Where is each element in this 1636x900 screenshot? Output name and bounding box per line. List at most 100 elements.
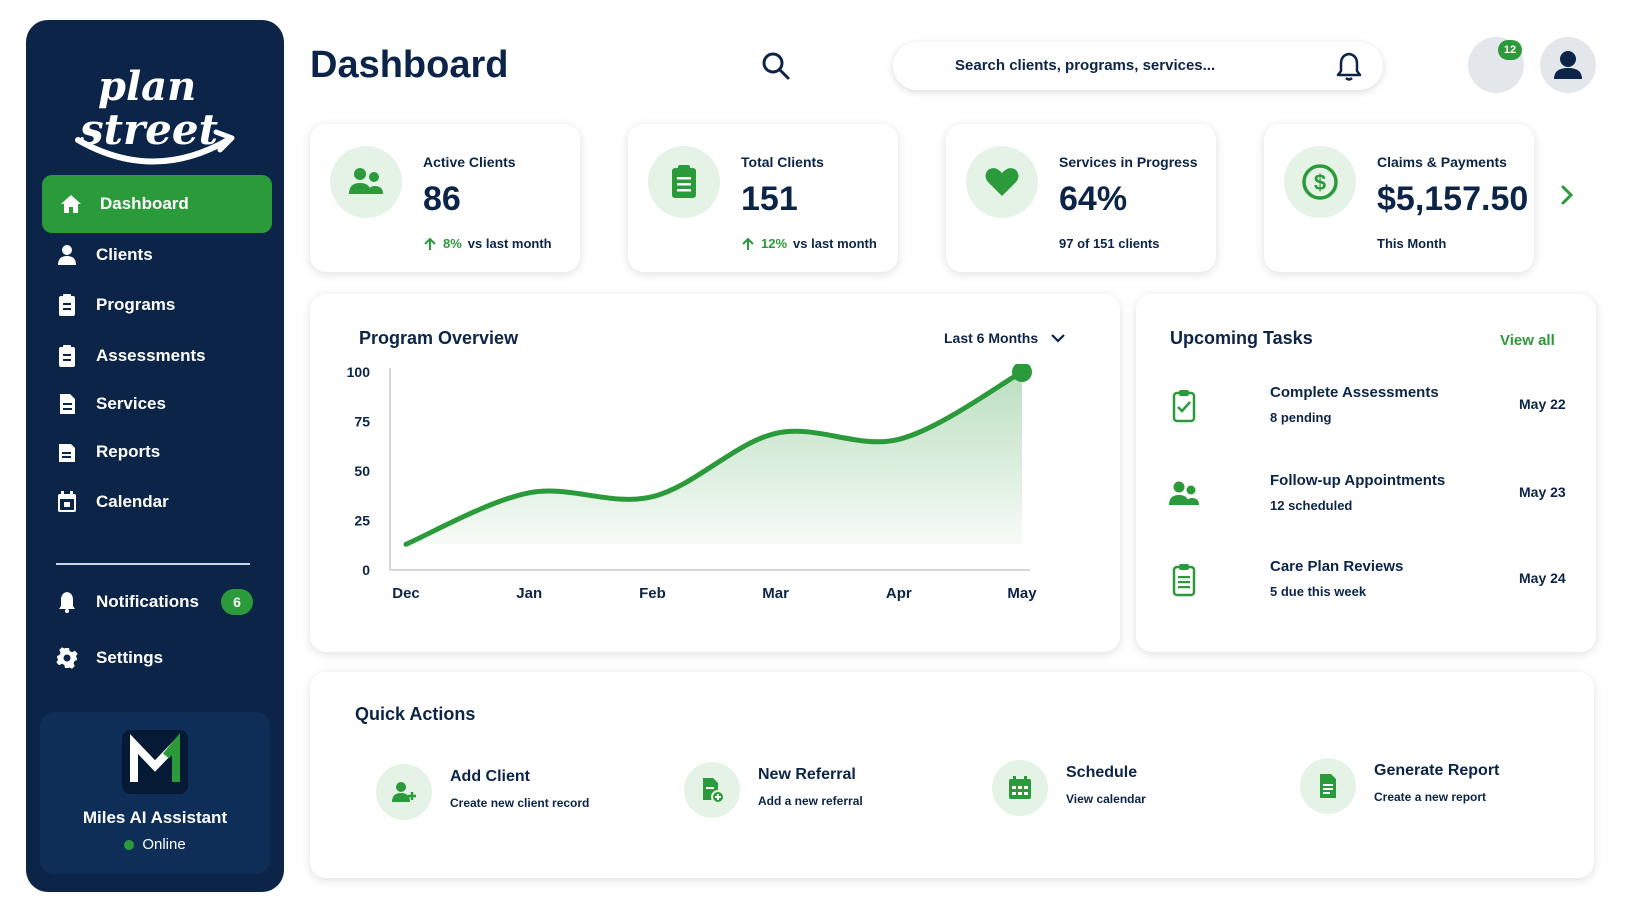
dollar-icon: $ — [1284, 146, 1356, 218]
task-date: May 23 — [1519, 484, 1566, 500]
quick-action-add-client[interactable]: Add Client Create new client record — [376, 764, 636, 824]
task-item[interactable]: Complete Assessments 8 pending May 22 — [1166, 384, 1566, 444]
sidebar-item-notifications[interactable]: Notifications — [54, 589, 199, 615]
notification-count-badge: 6 — [221, 589, 253, 615]
plan-street-logo[interactable]: plan street — [68, 48, 238, 178]
sidebar-item-label: Services — [96, 394, 166, 413]
task-title: Follow-up Appointments — [1270, 472, 1446, 489]
search-icon — [762, 52, 790, 80]
sidebar-item-label: Clients — [96, 245, 153, 264]
program-overview-panel: Program Overview Last 6 Months 0 25 50 75 10… — [310, 294, 1120, 652]
search-button[interactable] — [760, 50, 792, 82]
arrow-up-icon — [424, 237, 436, 250]
quick-action-sub: View calendar — [1066, 792, 1146, 806]
task-item[interactable]: Follow-up Appointments 12 scheduled May … — [1166, 472, 1566, 532]
quick-action-new-referral[interactable]: New Referral Add a new referral — [684, 762, 944, 822]
x-tick-label: Apr — [886, 585, 912, 602]
home-icon — [58, 191, 84, 217]
bell-icon — [54, 589, 80, 615]
assistant-status: Online — [40, 836, 270, 853]
y-tick-label: 50 — [354, 463, 370, 479]
stat-value: 151 — [741, 180, 798, 218]
quick-action-title: Schedule — [1066, 764, 1138, 781]
stat-card-active-clients[interactable]: Active Clients 86 8% vs last month — [310, 124, 580, 272]
svg-text:street: street — [79, 105, 218, 154]
y-tick-label: 75 — [354, 414, 370, 430]
clipboard-icon — [648, 146, 720, 218]
gear-icon — [54, 645, 80, 671]
ai-assistant-card[interactable]: Miles AI Assistant Online — [40, 712, 270, 874]
stat-value: 64% — [1059, 180, 1128, 218]
chevron-right-icon — [1561, 185, 1574, 205]
users-icon — [330, 146, 402, 218]
panel-title: Quick Actions — [355, 704, 476, 724]
stat-label: Total Clients — [741, 154, 824, 170]
svg-text:$: $ — [1314, 170, 1326, 195]
search-placeholder: Search clients, programs, services... — [955, 57, 1216, 74]
avatar[interactable] — [1540, 37, 1596, 93]
chevron-down-icon — [1051, 334, 1065, 343]
stat-foot: 97 of 151 clients — [1059, 236, 1160, 251]
series-line — [403, 369, 1025, 547]
bell-icon — [1336, 52, 1362, 81]
sidebar-item-label: Calendar — [96, 492, 169, 511]
assistant-name: Miles AI Assistant — [82, 808, 228, 827]
task-date: May 22 — [1519, 396, 1566, 412]
report-icon — [1300, 758, 1356, 814]
quick-action-sub: Create a new report — [1374, 790, 1487, 804]
clipboard-list-icon — [1172, 564, 1196, 597]
sidebar-item-label: Settings — [96, 648, 164, 667]
stat-change: 12% vs last month — [741, 236, 877, 251]
panel-title: Upcoming Tasks — [1170, 328, 1313, 348]
sidebar-item-services[interactable]: Services — [54, 391, 166, 417]
svg-text:plan: plan — [98, 63, 196, 110]
quick-action-generate-report[interactable]: Generate Report Create a new report — [1300, 758, 1560, 818]
view-all-link[interactable]: View all — [1500, 332, 1555, 349]
series-area — [406, 372, 1022, 545]
quick-action-title: New Referral — [758, 766, 856, 783]
stat-card-services-progress[interactable]: Services in Progress 64% 97 of 151 clien… — [946, 124, 1216, 272]
program-overview-chart: 0 25 50 75 100 Dec Jan Feb Mar Apr May — [347, 364, 1037, 602]
heart-icon — [966, 146, 1038, 218]
stat-label: Active Clients — [423, 154, 516, 170]
stat-card-total-clients[interactable]: Total Clients 151 12% vs last month — [628, 124, 898, 272]
quick-action-title: Generate Report — [1374, 762, 1500, 779]
quick-action-title: Add Client — [450, 768, 530, 785]
sidebar-item-reports[interactable]: Reports — [54, 439, 160, 465]
stat-card-claims-payments[interactable]: $ Claims & Payments $5,157.50 This Month — [1264, 124, 1534, 272]
arrow-up-icon — [742, 237, 754, 250]
clipboard-check-icon — [1172, 390, 1196, 423]
miles-logo — [122, 730, 188, 794]
search-input[interactable]: Search clients, programs, services... — [893, 42, 1383, 90]
next-stats-button[interactable] — [1556, 182, 1578, 208]
sidebar-item-label: Dashboard — [100, 194, 189, 213]
sidebar-item-clients[interactable]: Clients — [54, 242, 153, 268]
sidebar-item-settings[interactable]: Settings — [54, 645, 163, 671]
report-icon — [54, 439, 80, 465]
x-tick-label: May — [1007, 585, 1037, 602]
message-count-badge: 12 — [1498, 40, 1522, 60]
task-title: Care Plan Reviews — [1270, 558, 1404, 575]
sidebar-item-calendar[interactable]: Calendar — [54, 489, 169, 515]
range-dropdown[interactable]: Last 6 Months — [944, 330, 1066, 346]
task-sub: 8 pending — [1270, 410, 1332, 425]
stat-value: $5,157.50 — [1377, 180, 1529, 218]
calendar-icon — [54, 489, 80, 515]
quick-action-schedule[interactable]: Schedule View calendar — [992, 760, 1252, 820]
task-date: May 24 — [1519, 570, 1566, 586]
sidebar-item-assessments[interactable]: Assessments — [54, 343, 206, 369]
task-item[interactable]: Care Plan Reviews 5 due this week May 24 — [1166, 558, 1566, 618]
sidebar-item-programs[interactable]: Programs — [54, 292, 175, 318]
online-dot — [124, 839, 135, 850]
notifications-button[interactable] — [1333, 50, 1365, 82]
x-tick-label: Jan — [516, 585, 542, 602]
sidebar-item-label: Reports — [96, 442, 161, 461]
series-end-point — [1012, 364, 1032, 382]
x-tick-label: Dec — [392, 585, 420, 602]
task-title: Complete Assessments — [1270, 384, 1439, 401]
x-tick-label: Mar — [762, 585, 789, 602]
user-icon — [54, 242, 80, 268]
sidebar-item-dashboard[interactable]: Dashboard — [42, 175, 272, 233]
calendar-icon — [992, 760, 1048, 816]
quick-action-sub: Create new client record — [450, 796, 590, 810]
